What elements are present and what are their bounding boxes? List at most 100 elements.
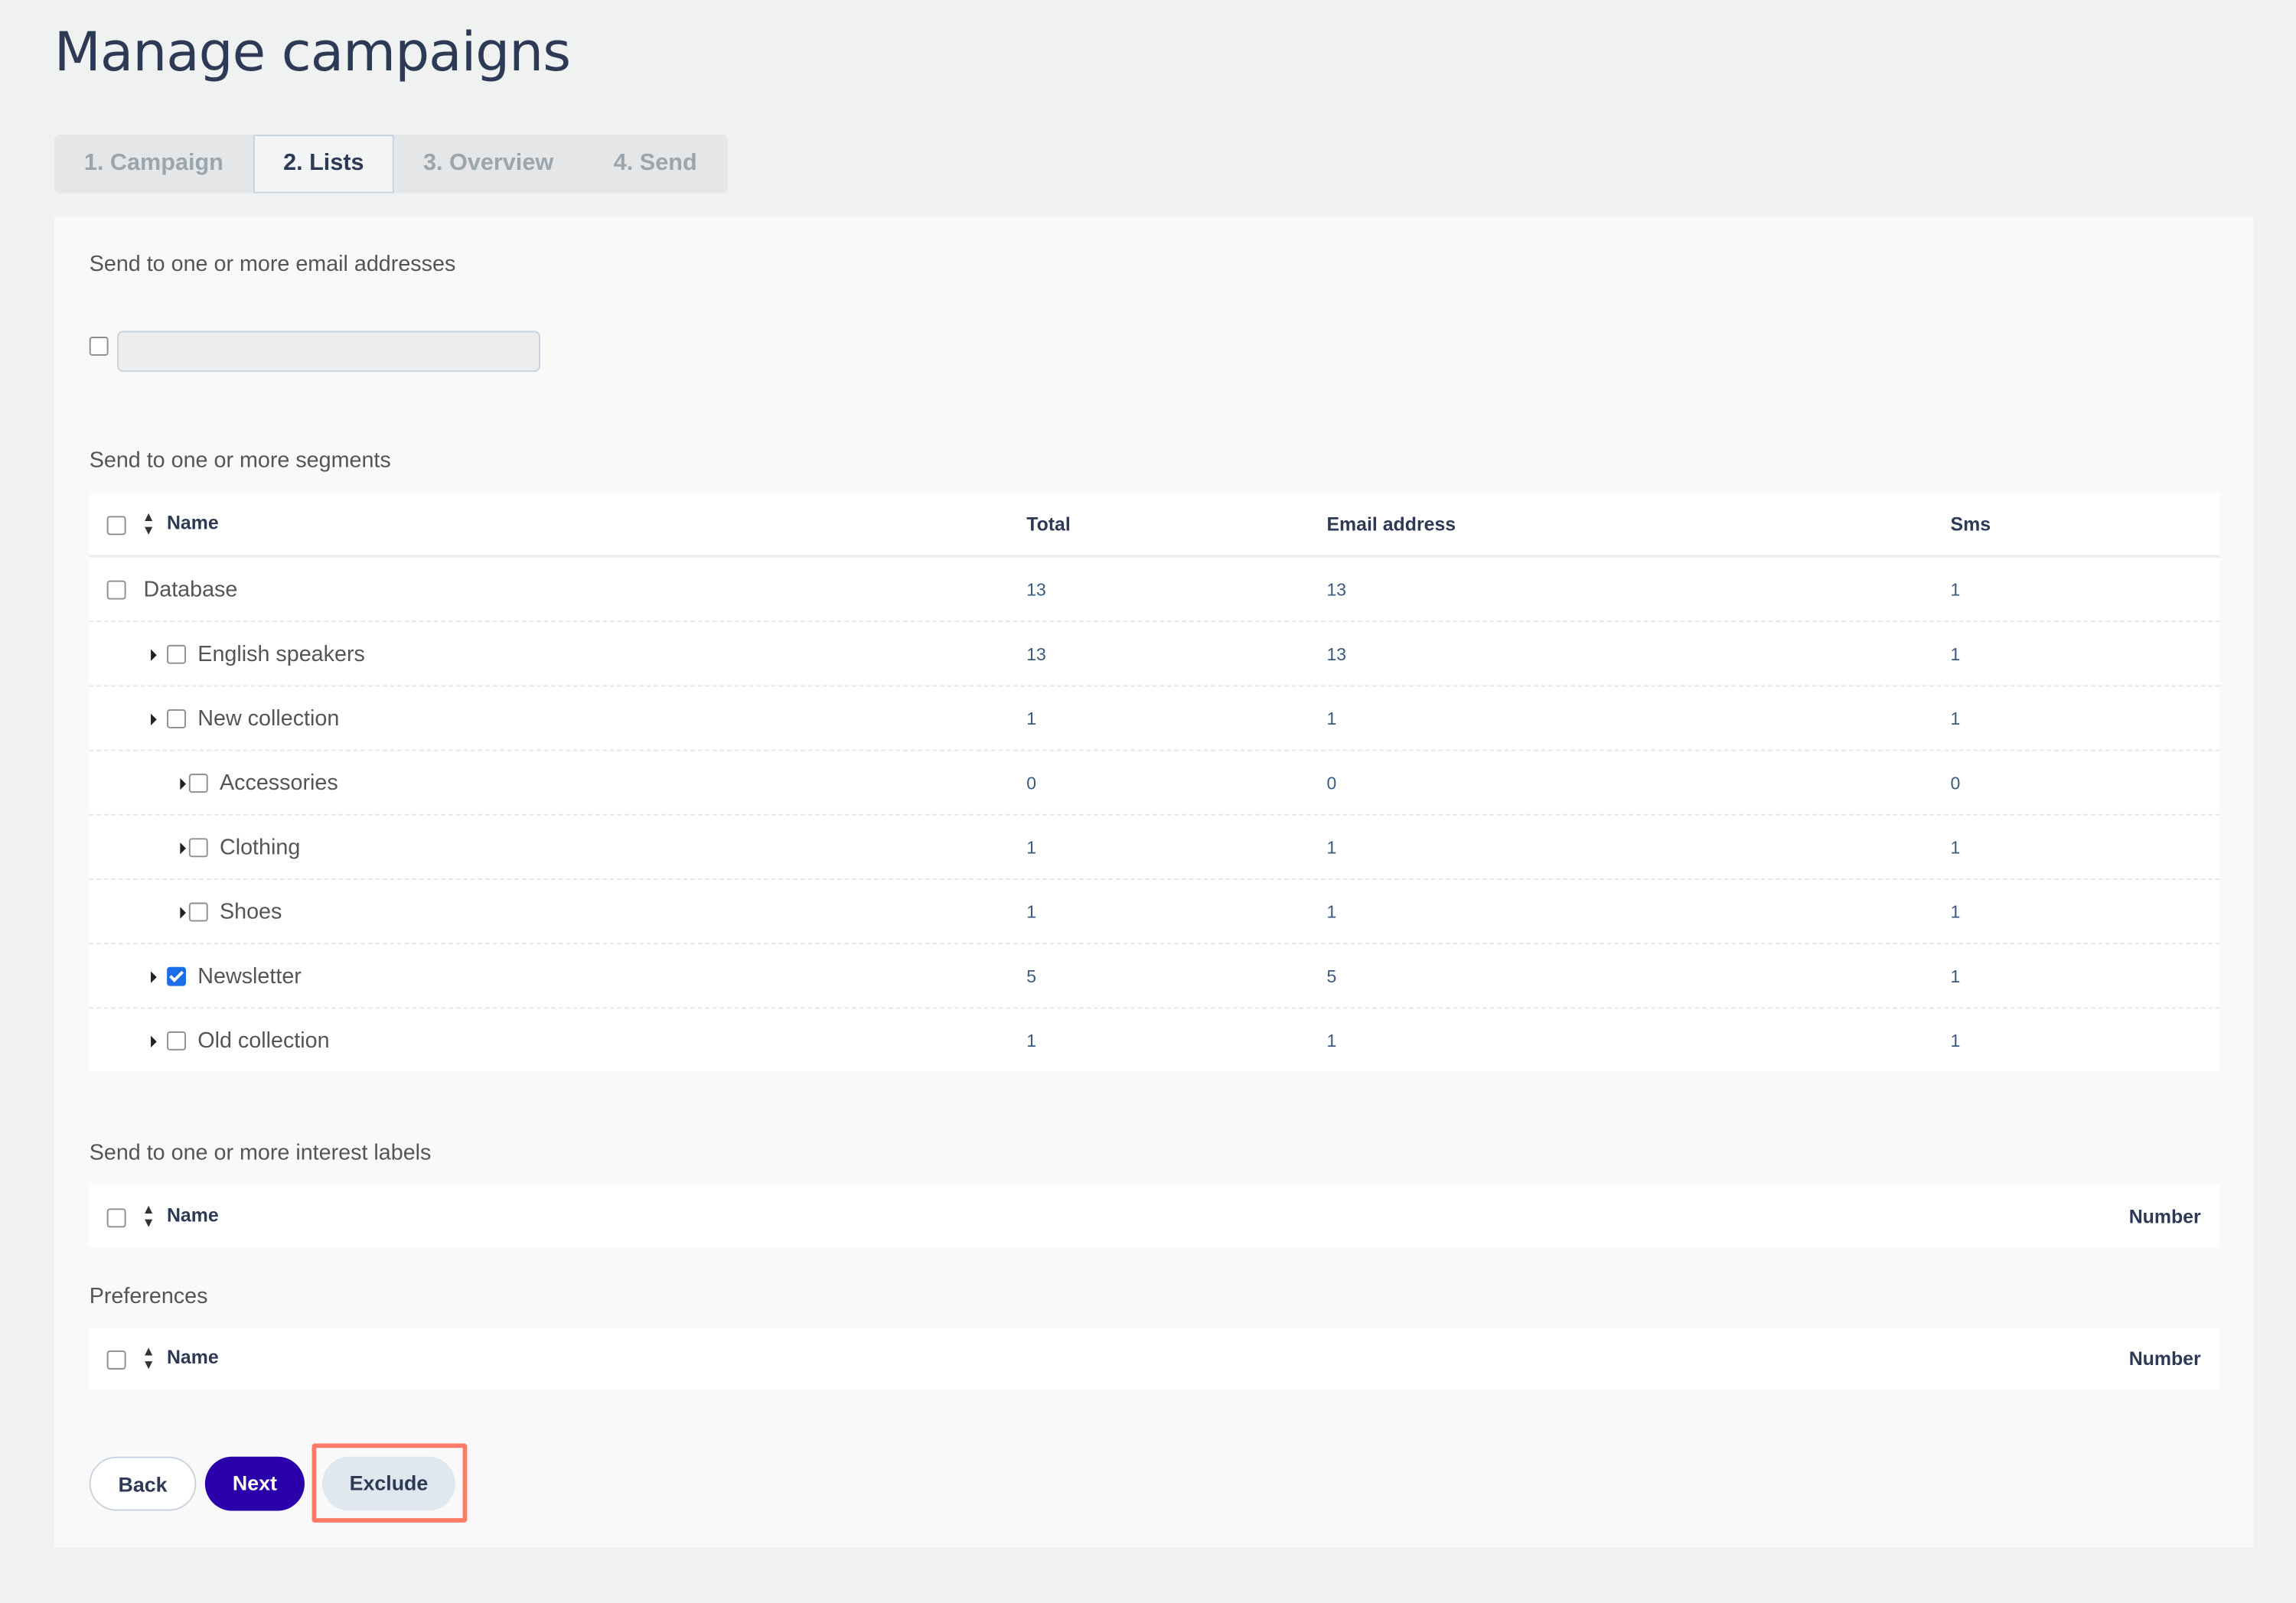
segment-name-cell: New collection [151, 705, 339, 731]
sms-cell: 1 [1950, 1030, 1961, 1051]
segment-name-cell: Accessories [180, 770, 338, 795]
email-cell: 0 [1326, 772, 1337, 793]
name-column-header[interactable]: ▲ ▼ Name [142, 1344, 219, 1372]
select-all-checkbox[interactable] [106, 516, 126, 536]
sms-column-header: Sms [1950, 513, 1991, 536]
highlight-box [311, 1443, 468, 1523]
select-all-checkbox[interactable] [106, 1207, 126, 1227]
table-row: Shoes 1 1 1 [89, 880, 2220, 945]
email-checkbox[interactable] [89, 337, 109, 356]
interest-labels-section-label: Send to one or more interest labels [89, 1140, 432, 1165]
email-input[interactable] [117, 331, 541, 372]
segment-name-cell: Clothing [180, 834, 301, 860]
expand-caret-icon[interactable] [151, 648, 157, 660]
number-column-header: Number [2128, 1204, 2201, 1227]
segment-name-cell: Shoes [180, 899, 282, 924]
table-header: ▲ ▼ Name Total Email address Sms [89, 494, 2220, 558]
table-row: Old collection 1 1 1 [90, 1008, 2220, 1071]
email-cell: 13 [1326, 578, 1347, 600]
email-cell: 1 [1326, 836, 1337, 858]
select-all-checkbox[interactable] [106, 1350, 126, 1370]
segment-name: Shoes [219, 898, 282, 924]
segments-table: ▲ ▼ Name Total Email address Sms Database 1… [89, 493, 2220, 1072]
email-cell: 1 [1326, 901, 1337, 922]
segment-name-cell: English speakers [151, 641, 365, 666]
total-cell: 13 [1026, 643, 1046, 664]
segment-name: Database [143, 576, 238, 602]
lists-panel: Send to one or more email addresses Send… [54, 217, 2254, 1548]
expand-caret-icon[interactable] [151, 970, 157, 982]
segment-name: Newsletter [197, 963, 302, 989]
segment-checkbox[interactable] [167, 709, 186, 728]
total-cell: 1 [1026, 1030, 1037, 1051]
segment-name: English speakers [197, 641, 365, 666]
expand-caret-icon[interactable] [180, 842, 186, 854]
sms-cell: 0 [1950, 772, 1961, 793]
segment-checkbox[interactable] [188, 838, 208, 858]
segment-checkbox[interactable] [106, 580, 126, 600]
segment-name-cell: Newsletter [151, 963, 302, 989]
segment-checkbox[interactable] [167, 644, 186, 664]
total-cell: 5 [1026, 965, 1037, 986]
total-cell: 0 [1026, 772, 1037, 793]
total-column-header: Total [1026, 513, 1071, 536]
tab-overview[interactable]: 3. Overview [422, 151, 554, 176]
name-column-header[interactable]: ▲ ▼ Name [142, 1201, 219, 1230]
total-cell: 13 [1026, 578, 1046, 600]
email-cell: 13 [1326, 643, 1347, 664]
table-row: Database 13 13 1 [89, 558, 2220, 623]
number-column-header: Number [2128, 1347, 2201, 1370]
back-button[interactable]: Back [89, 1456, 197, 1511]
table-row: New collection 1 1 1 [89, 686, 2220, 751]
table-header: ▲ ▼ Name Number [90, 1184, 2220, 1247]
segments-section-label: Send to one or more segments [89, 448, 391, 473]
segment-checkbox[interactable] [188, 902, 208, 922]
segment-name: Old collection [197, 1028, 330, 1053]
segment-checkbox[interactable] [188, 774, 208, 793]
segment-name-cell: Old collection [151, 1028, 330, 1053]
email-cell: 1 [1326, 708, 1337, 728]
exclude-button[interactable]: Exclude [321, 1456, 456, 1511]
expand-caret-icon[interactable] [151, 1034, 157, 1047]
total-cell: 1 [1026, 708, 1037, 728]
table-row: Accessories 0 0 0 [89, 751, 2220, 816]
sms-cell: 1 [1950, 901, 1961, 922]
segment-name: Accessories [219, 770, 338, 795]
table-row: English speakers 13 13 1 [89, 622, 2220, 687]
email-cell: 1 [1326, 1030, 1337, 1051]
email-cell: 5 [1326, 965, 1337, 986]
expand-caret-icon[interactable] [151, 712, 157, 725]
table-row: Clothing 1 1 1 [89, 816, 2220, 880]
page-title: Manage campaigns [54, 20, 571, 84]
segment-name: New collection [197, 705, 340, 731]
table-row: Newsletter 5 5 1 [89, 944, 2220, 1009]
sort-icon: ▲ ▼ [142, 1344, 155, 1372]
sms-cell: 1 [1950, 643, 1961, 664]
email-column-header: Email address [1326, 513, 1456, 536]
name-column-header[interactable]: ▲ ▼ Name [142, 509, 219, 538]
segment-name: Clothing [219, 834, 301, 860]
total-cell: 1 [1026, 901, 1037, 922]
preferences-table: ▲ ▼ Name Number [89, 1328, 2220, 1390]
segment-checkbox[interactable] [167, 966, 186, 986]
wizard-tabs: 1. Campaign 2. Lists 3. Overview 4. Send [54, 135, 728, 194]
tab-campaign[interactable]: 1. Campaign [83, 151, 223, 176]
sms-cell: 1 [1950, 708, 1961, 728]
total-cell: 1 [1026, 836, 1037, 858]
sort-icon: ▲ ▼ [142, 509, 155, 538]
segment-checkbox[interactable] [167, 1031, 186, 1051]
email-section-label: Send to one or more email addresses [89, 252, 456, 277]
segment-name-cell: Database [106, 576, 238, 602]
sms-cell: 1 [1950, 836, 1961, 858]
preferences-section-label: Preferences [89, 1283, 208, 1309]
sms-cell: 1 [1950, 578, 1961, 600]
sort-icon: ▲ ▼ [142, 1201, 155, 1230]
interest-labels-table: ▲ ▼ Name Number [89, 1184, 2220, 1248]
expand-caret-icon[interactable] [180, 906, 186, 918]
sms-cell: 1 [1950, 965, 1961, 986]
next-button[interactable]: Next [204, 1456, 305, 1511]
tab-lists[interactable]: 2. Lists [253, 135, 394, 194]
table-header: ▲ ▼ Name Number [90, 1328, 2220, 1389]
tab-send[interactable]: 4. Send [613, 151, 697, 176]
expand-caret-icon[interactable] [180, 777, 186, 790]
